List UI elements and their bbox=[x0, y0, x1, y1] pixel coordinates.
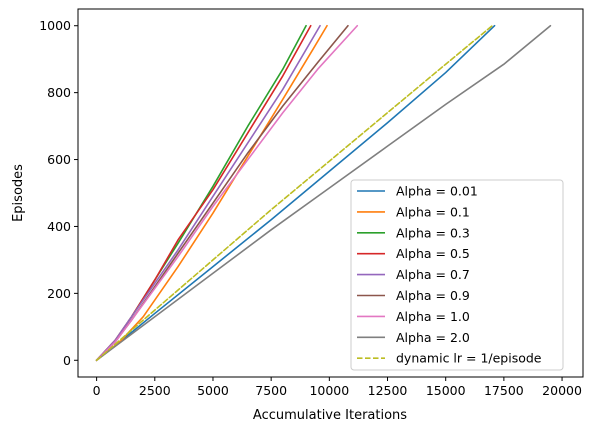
legend: Alpha = 0.01 Alpha = 0.1 Alpha = 0.3 Alpha … bbox=[350, 179, 564, 371]
legend-label: Alpha = 0.01 bbox=[396, 184, 478, 199]
series-layer bbox=[95, 24, 552, 362]
series-line-8 bbox=[95, 24, 552, 362]
y-tick-label: 800 bbox=[47, 85, 71, 100]
y-tick-label: 400 bbox=[47, 219, 71, 234]
x-tick-label: 15000 bbox=[426, 383, 466, 398]
legend-label: Alpha = 0.7 bbox=[396, 267, 470, 282]
legend-label: Alpha = 0.1 bbox=[396, 204, 470, 219]
x-axis-ticks: 0 2500 5000 7500 10000 12500 15000 17500 20000 bbox=[93, 377, 582, 398]
y-tick-label: 600 bbox=[47, 152, 71, 167]
x-tick-label: 10000 bbox=[309, 383, 349, 398]
legend-box bbox=[350, 179, 564, 371]
series-line-7 bbox=[95, 24, 359, 362]
legend-label: Alpha = 2.0 bbox=[396, 330, 470, 345]
y-tick-label: 0 bbox=[63, 353, 71, 368]
x-tick-label: 5000 bbox=[197, 383, 229, 398]
legend-label: Alpha = 0.5 bbox=[396, 246, 470, 261]
x-tick-label: 17500 bbox=[484, 383, 524, 398]
y-axis-ticks: 0 200 400 600 800 1000 bbox=[39, 18, 78, 368]
y-axis-label: Episodes bbox=[11, 164, 26, 222]
series-line-9 bbox=[95, 24, 494, 362]
y-tick-label: 1000 bbox=[39, 18, 71, 33]
legend-label: dynamic lr = 1/episode bbox=[396, 351, 542, 366]
x-tick-label: 0 bbox=[93, 383, 101, 398]
legend-label: Alpha = 1.0 bbox=[396, 309, 470, 324]
series-line-1 bbox=[95, 24, 496, 362]
legend-label: Alpha = 0.3 bbox=[396, 225, 470, 240]
plot-frame bbox=[77, 8, 584, 378]
y-tick-label: 200 bbox=[47, 286, 71, 301]
x-axis-label: Accumulative Iterations bbox=[253, 408, 407, 423]
x-tick-label: 7500 bbox=[255, 383, 287, 398]
legend-label: Alpha = 0.9 bbox=[396, 288, 470, 303]
x-tick-label: 2500 bbox=[139, 383, 171, 398]
x-tick-label: 20000 bbox=[542, 383, 582, 398]
series-line-5 bbox=[95, 24, 321, 362]
x-tick-label: 12500 bbox=[368, 383, 408, 398]
